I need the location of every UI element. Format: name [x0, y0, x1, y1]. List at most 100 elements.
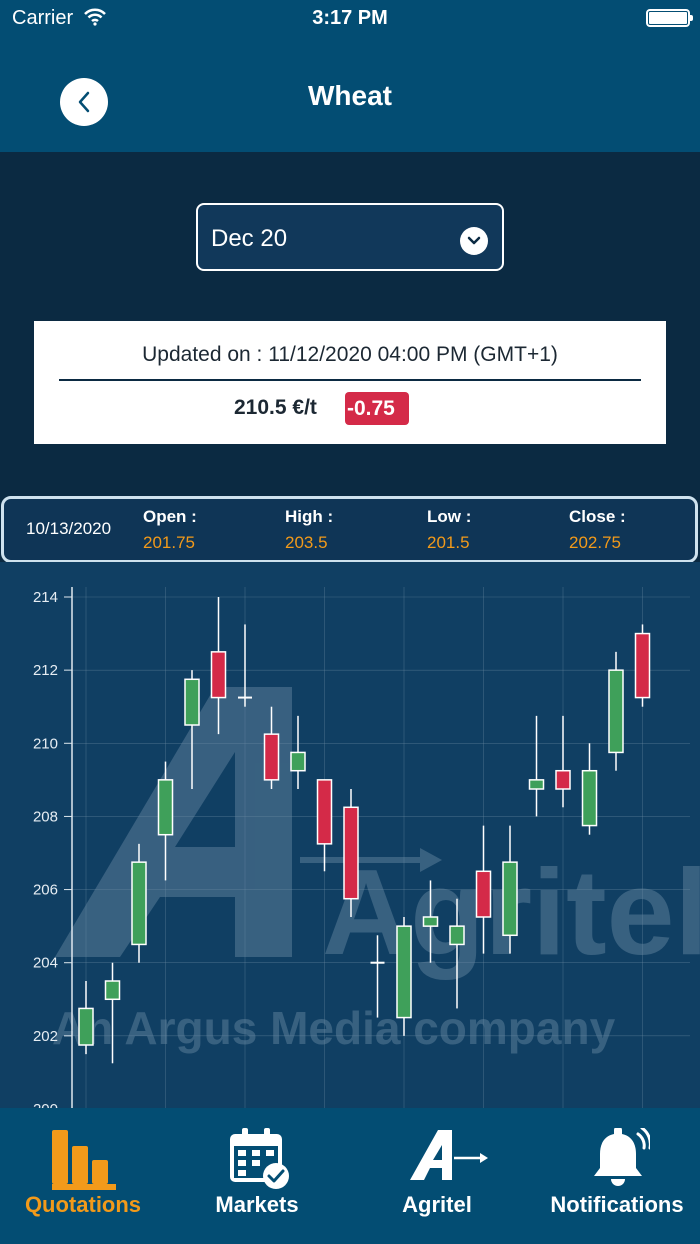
- candle-body: [475, 870, 492, 918]
- tab-notifications[interactable]: Notifications: [534, 1108, 700, 1244]
- divider: [59, 379, 641, 381]
- price-card: Updated on : 11/12/2020 04:00 PM (GMT+1)…: [34, 321, 666, 444]
- candle: [370, 935, 385, 1018]
- status-bar: Carrier 3:17 PM: [0, 0, 700, 36]
- bell-icon: [594, 1128, 650, 1186]
- page-title: Wheat: [308, 80, 392, 111]
- chevron-left-icon: [78, 91, 90, 113]
- close-label: Close :: [569, 507, 626, 526]
- y-tick-label: 208: [33, 808, 58, 825]
- candle: [475, 825, 492, 954]
- candle-body: [131, 861, 147, 946]
- contract-dropdown[interactable]: Dec 20: [196, 203, 504, 271]
- candle: [528, 715, 545, 817]
- high-label: High :: [285, 507, 334, 526]
- agritel-watermark: Agritel An Argus Media company: [52, 687, 700, 1054]
- candle: [263, 706, 280, 789]
- candles-layer: [78, 597, 651, 1064]
- low-value: 201.5: [427, 533, 470, 552]
- candle: [422, 880, 439, 963]
- y-tick-label: 204: [33, 955, 58, 972]
- ohlc-open: Open : 201.75: [143, 507, 197, 553]
- agritel-logo-icon: [410, 1130, 488, 1180]
- candle-body: [210, 651, 227, 699]
- candle-body: [104, 980, 121, 1001]
- ohlc-low: Low : 201.5: [427, 507, 471, 553]
- navigation-header: Wheat: [0, 36, 700, 152]
- high-value: 203.5: [285, 533, 328, 552]
- candle-body: [263, 733, 280, 781]
- ohlc-info-bar: 10/13/2020 Open : 201.75 High : 203.5 Lo…: [1, 496, 698, 563]
- close-value: 202.75: [569, 533, 621, 552]
- y-tick-label: 202: [33, 1028, 58, 1045]
- open-value: 201.75: [143, 533, 195, 552]
- y-axis: 214 212 210 208 206 204 202 200: [33, 587, 73, 1108]
- price-change-badge: -0.75: [345, 392, 409, 425]
- candle: [396, 917, 412, 1036]
- candle: [210, 597, 227, 735]
- y-tick-label: 206: [33, 882, 58, 899]
- tab-label: Agritel: [402, 1192, 472, 1217]
- candle: [78, 981, 94, 1055]
- candle: [184, 670, 200, 789]
- bottom-tab-bar: Quotations Markets Agritel: [0, 1108, 700, 1244]
- candle-body: [157, 779, 174, 836]
- tab-markets[interactable]: Markets: [174, 1108, 340, 1244]
- tab-label: Notifications: [550, 1192, 684, 1217]
- bar-chart-icon: [52, 1130, 116, 1190]
- calendar-check-icon: [230, 1128, 289, 1189]
- candle-body: [608, 669, 624, 754]
- candle: [608, 651, 624, 771]
- candle: [343, 789, 359, 917]
- ohlc-close: Close : 202.75: [569, 507, 626, 553]
- chart-canvas[interactable]: Agritel An Argus Media company 214 212 210…: [0, 562, 700, 1108]
- candle-body: [528, 779, 545, 790]
- y-tick-label: 214: [33, 589, 58, 606]
- candle: [131, 843, 147, 963]
- candle-body: [422, 916, 439, 927]
- candle-body: [449, 925, 465, 946]
- last-price: 210.5 €/t: [234, 396, 317, 419]
- status-time: 3:17 PM: [312, 7, 388, 29]
- candle: [157, 761, 174, 881]
- tab-label: Markets: [215, 1192, 299, 1217]
- candle-body: [184, 678, 200, 726]
- candle-body: [555, 769, 571, 790]
- tab-quotations[interactable]: Quotations: [0, 1108, 166, 1244]
- candle: [238, 624, 252, 707]
- candle-body: [581, 769, 598, 827]
- ohlc-date: 10/13/2020: [26, 519, 112, 538]
- open-label: Open :: [143, 507, 197, 526]
- candle: [290, 715, 306, 789]
- candle-body: [78, 1007, 94, 1046]
- wifi-icon: [84, 8, 106, 26]
- tab-agritel[interactable]: Agritel: [354, 1108, 520, 1244]
- candle: [449, 898, 465, 1009]
- candle: [502, 825, 518, 954]
- candle-body: [634, 632, 651, 699]
- candle: [581, 743, 598, 835]
- candle-body: [502, 861, 518, 937]
- candle: [634, 624, 651, 707]
- y-tick-label: 200: [33, 1101, 58, 1108]
- candle: [104, 962, 121, 1064]
- battery-icon: [646, 9, 693, 27]
- y-tick-label: 212: [33, 662, 58, 679]
- low-label: Low :: [427, 507, 472, 526]
- candle: [555, 715, 571, 808]
- chevron-down-icon: [460, 227, 488, 255]
- candle-body: [316, 779, 333, 845]
- ohlc-high: High : 203.5: [285, 507, 333, 553]
- candle-body: [290, 751, 306, 772]
- back-button[interactable]: [60, 78, 108, 126]
- candle: [316, 779, 333, 872]
- contract-selected-value: Dec 20: [211, 225, 288, 252]
- candle-body: [396, 925, 412, 1019]
- y-tick-label: 210: [33, 735, 58, 752]
- updated-timestamp: Updated on : 11/12/2020 04:00 PM (GMT+1): [142, 343, 558, 366]
- carrier-label: Carrier: [12, 7, 74, 29]
- main-content: Dec 20 Updated on : 11/12/2020 04:00 PM …: [0, 152, 700, 1108]
- watermark-tagline-text: An Argus Media company: [52, 1002, 616, 1054]
- candlestick-chart[interactable]: Agritel An Argus Media company 214 212 210…: [0, 562, 700, 1108]
- candle-body: [343, 806, 359, 900]
